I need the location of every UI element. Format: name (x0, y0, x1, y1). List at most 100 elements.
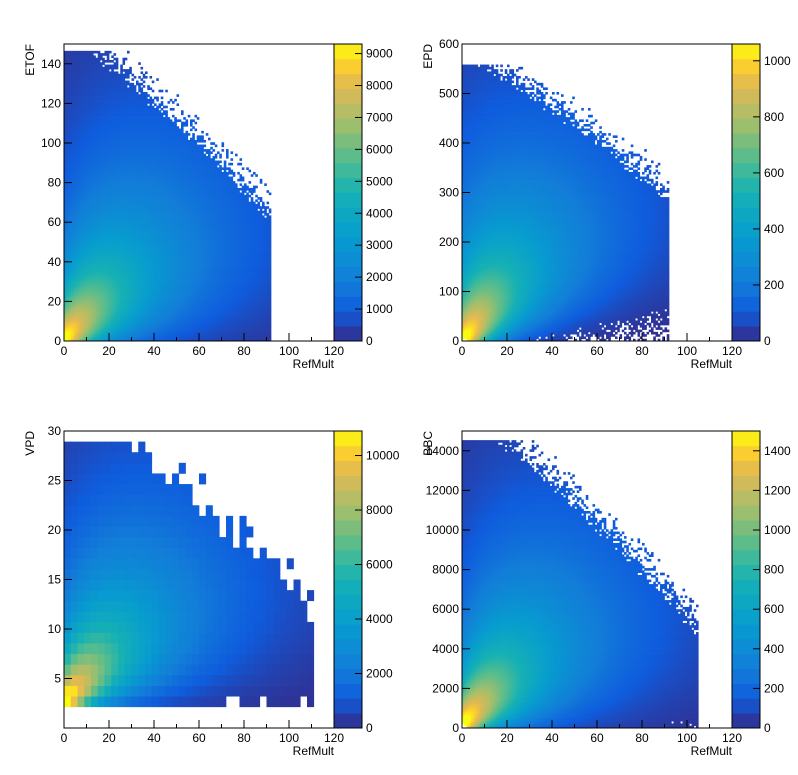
heatmap-cell (102, 293, 105, 296)
heatmap-cell (82, 154, 85, 157)
heatmap-cell (100, 133, 103, 136)
heatmap-cell (102, 304, 105, 307)
heatmap-cell (78, 81, 81, 84)
heatmap-cell (107, 270, 110, 273)
heatmap-cell (102, 71, 105, 74)
heatmap-cell (96, 270, 99, 273)
heatmap-cell (125, 142, 128, 145)
heatmap-cell (120, 240, 123, 243)
heatmap-cell (138, 266, 141, 269)
heatmap-cell (125, 304, 128, 307)
heatmap-cell (69, 227, 72, 230)
heatmap-cell (71, 304, 74, 307)
heatmap-cell (120, 304, 123, 307)
heatmap-cell (84, 181, 87, 184)
heatmap-cell (91, 67, 94, 70)
heatmap-cell (96, 256, 99, 259)
heatmap-cell (129, 90, 132, 93)
heatmap-cell (111, 298, 114, 301)
heatmap-cell (78, 90, 81, 93)
heatmap-cell (78, 291, 81, 294)
heatmap-cell (134, 224, 137, 227)
heatmap-cell (127, 263, 130, 266)
heatmap-cell (100, 183, 103, 186)
heatmap-cell (87, 199, 90, 202)
heatmap-cell (96, 263, 99, 266)
heatmap-cell (100, 142, 103, 145)
heatmap-cell (82, 238, 85, 241)
heatmap-cell (93, 174, 96, 177)
heatmap-cell (87, 55, 90, 58)
heatmap-cell (118, 215, 121, 218)
heatmap-cell (93, 279, 96, 282)
heatmap-cell (125, 220, 128, 223)
heatmap-cell (102, 252, 105, 255)
heatmap-cell (82, 247, 85, 250)
heatmap-cell (136, 204, 139, 207)
heatmap-cell (120, 307, 123, 310)
heatmap-cell (114, 195, 117, 198)
heatmap-cell (73, 124, 76, 127)
heatmap-cell (87, 231, 90, 234)
heatmap-cell (123, 135, 126, 138)
heatmap-cell (136, 131, 139, 134)
heatmap-cell (123, 330, 126, 333)
heatmap-cell (134, 92, 137, 95)
heatmap-cell (134, 218, 137, 221)
heatmap-cell (132, 311, 135, 314)
heatmap-cell (102, 263, 105, 266)
heatmap-cell (80, 106, 83, 109)
heatmap-cell (107, 282, 110, 285)
heatmap-cell (87, 172, 90, 175)
heatmap-cell (75, 275, 78, 278)
heatmap-cell (138, 298, 141, 301)
heatmap-cell (75, 220, 78, 223)
heatmap-cell (136, 231, 139, 234)
heatmap-cell (120, 245, 123, 248)
heatmap-cell (96, 195, 99, 198)
heatmap-cell (102, 318, 105, 321)
heatmap-cell (66, 87, 69, 90)
heatmap-cell (100, 74, 103, 77)
heatmap-cell (87, 227, 90, 230)
heatmap-cell (125, 83, 128, 86)
heatmap-cell (102, 145, 105, 148)
heatmap-cell (82, 206, 85, 209)
heatmap-cell (87, 158, 90, 161)
heatmap-cell (84, 156, 87, 159)
heatmap-cell (109, 282, 112, 285)
heatmap-cell (80, 206, 83, 209)
heatmap-cell (82, 126, 85, 129)
heatmap-cell (136, 165, 139, 168)
heatmap-cell (82, 284, 85, 287)
heatmap-cell (78, 115, 81, 118)
heatmap-cell (66, 318, 69, 321)
heatmap-cell (120, 295, 123, 298)
heatmap-cell (123, 250, 126, 253)
heatmap-cell (127, 133, 130, 136)
heatmap-cell (129, 320, 132, 323)
heatmap-cell (80, 275, 83, 278)
heatmap-cell (111, 145, 114, 148)
heatmap-cell (69, 126, 72, 129)
heatmap-cell (132, 103, 135, 106)
heatmap-cell (123, 227, 126, 230)
heatmap-cell (138, 208, 141, 211)
heatmap-cell (80, 113, 83, 116)
heatmap-cell (89, 314, 92, 317)
heatmap-cell (111, 279, 114, 282)
heatmap-cell (109, 115, 112, 118)
heatmap-cell (125, 323, 128, 326)
heatmap-cell (87, 140, 90, 143)
heatmap-cell (123, 147, 126, 150)
heatmap-cell (134, 243, 137, 246)
heatmap-cell (84, 284, 87, 287)
heatmap-cell (107, 286, 110, 289)
heatmap-cell (102, 138, 105, 141)
heatmap-cell (80, 170, 83, 173)
heatmap-cell (114, 133, 117, 136)
heatmap-cell (129, 154, 132, 157)
heatmap-cell (123, 327, 126, 330)
heatmap-cell (123, 309, 126, 312)
heatmap-cell (66, 259, 69, 262)
